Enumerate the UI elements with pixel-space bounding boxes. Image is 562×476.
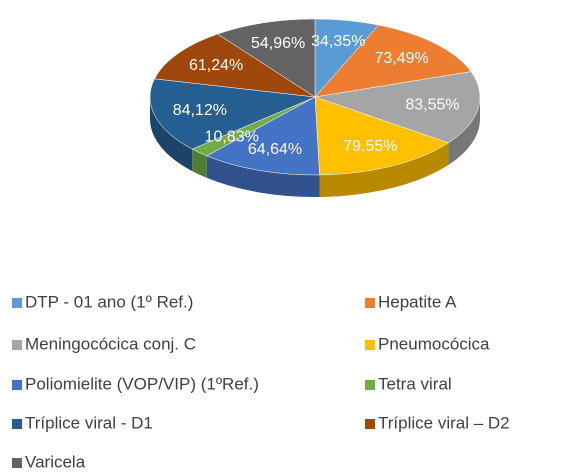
slice-side bbox=[150, 97, 193, 172]
legend-swatch bbox=[365, 340, 375, 350]
data-label: 10,83% bbox=[205, 128, 259, 145]
data-label: 54,96% bbox=[251, 35, 305, 52]
slice-side bbox=[206, 155, 320, 197]
slice bbox=[206, 96, 320, 176]
legend-label: Tríplice viral – D2 bbox=[378, 413, 510, 432]
legend-label: Pneumocócica bbox=[378, 334, 490, 353]
legend-label: Meningocócica conj. C bbox=[25, 334, 196, 353]
legend-swatch bbox=[365, 380, 375, 390]
legend-swatch bbox=[365, 298, 375, 308]
data-label: 64,64% bbox=[248, 141, 302, 158]
slice bbox=[314, 24, 472, 98]
legend-label: Varicela bbox=[25, 452, 86, 471]
legend-swatch bbox=[12, 458, 22, 468]
legend-label: Hepatite A bbox=[378, 292, 457, 311]
slice bbox=[154, 33, 316, 98]
slice-side bbox=[192, 149, 207, 178]
slice bbox=[149, 78, 316, 150]
legend-swatch bbox=[12, 340, 22, 350]
data-label: 34,35% bbox=[311, 33, 365, 50]
legend-label: DTP - 01 ano (1º Ref.) bbox=[25, 292, 193, 311]
legend-swatch bbox=[12, 298, 22, 308]
legend-swatch bbox=[12, 419, 22, 429]
legend-label: Tríplice viral - D1 bbox=[25, 413, 153, 432]
slice bbox=[314, 71, 481, 144]
legend-swatch bbox=[12, 380, 22, 390]
data-label: 83,55% bbox=[405, 97, 459, 114]
slice-side bbox=[319, 142, 449, 197]
legend-label: Poliomielite (VOP/VIP) (1ºRef.) bbox=[25, 374, 259, 393]
slice-side bbox=[448, 97, 480, 165]
slice bbox=[314, 96, 450, 176]
slice bbox=[217, 18, 316, 98]
legend-label: Tetra viral bbox=[378, 374, 452, 393]
data-label: 61,24% bbox=[189, 57, 243, 74]
data-label: 84,12% bbox=[173, 102, 227, 119]
data-label: 73,49% bbox=[374, 50, 428, 67]
data-label: 79,55% bbox=[343, 138, 397, 155]
legend-swatch bbox=[365, 419, 375, 429]
